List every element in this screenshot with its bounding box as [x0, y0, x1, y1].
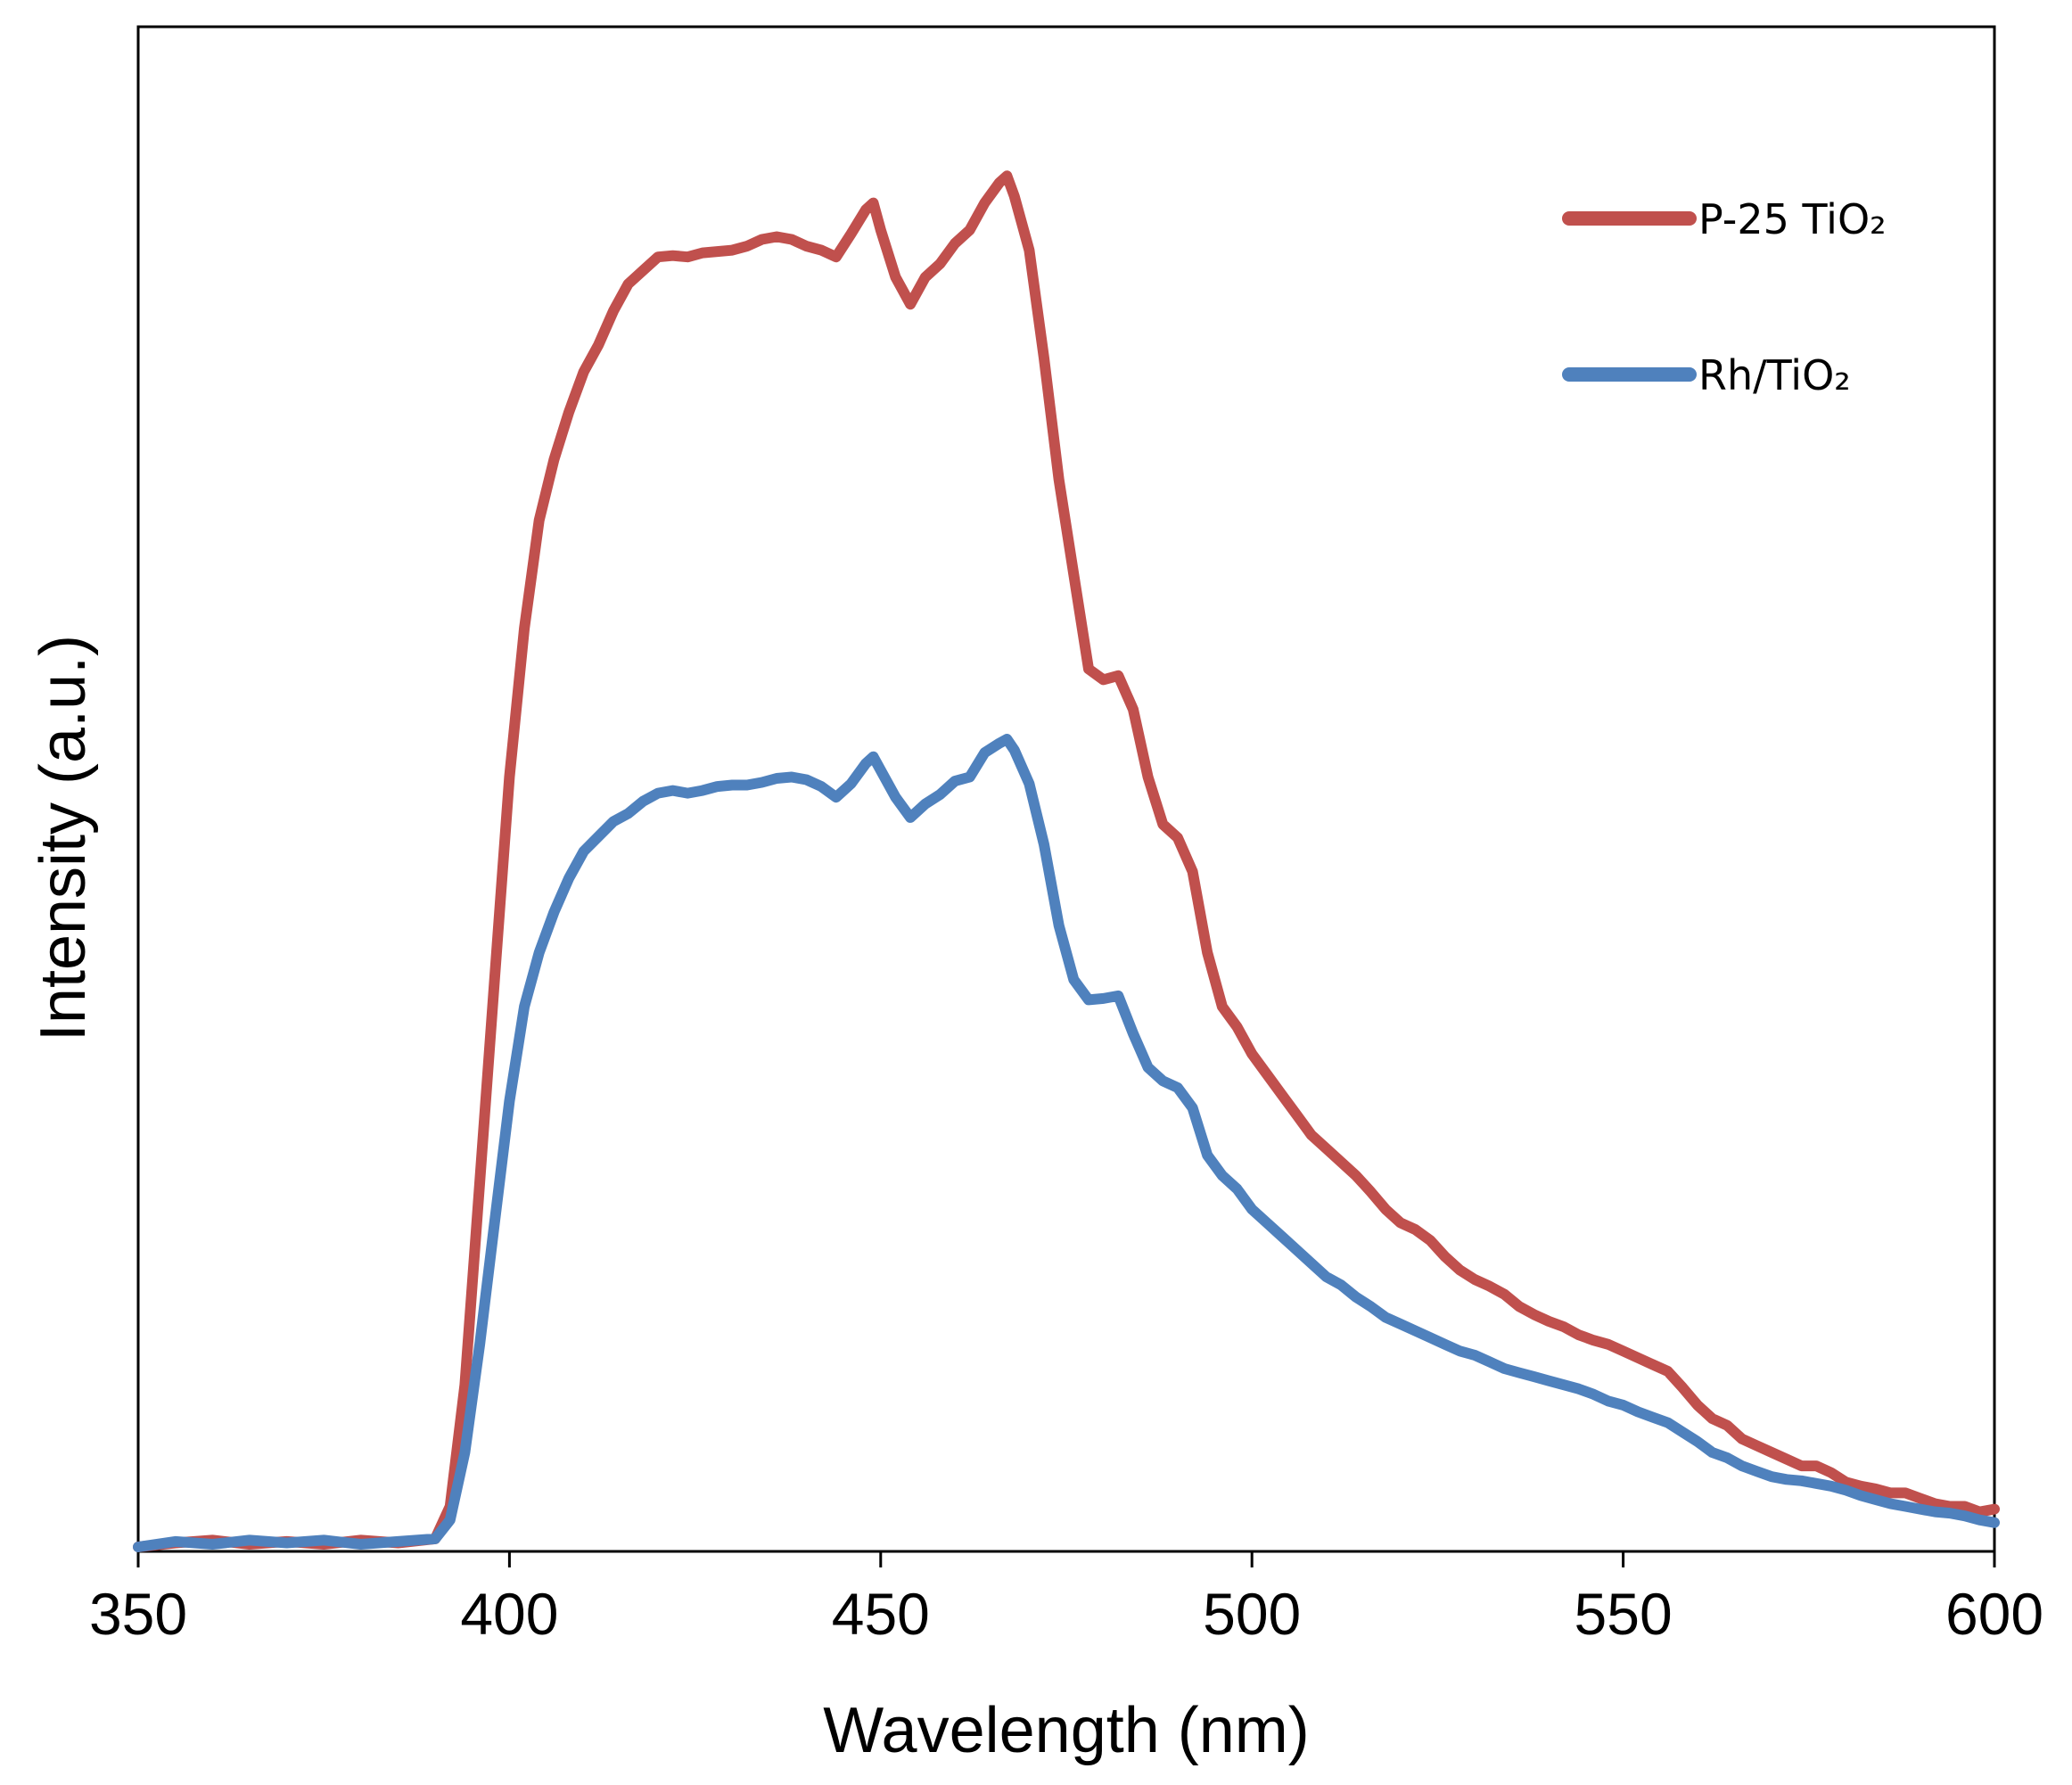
x-tick-label: 450	[832, 1581, 930, 1647]
x-tick-label: 600	[1945, 1581, 2043, 1647]
legend-label-rh: Rh/TiO₂	[1698, 351, 1851, 399]
series-line-p25-tio2	[133, 170, 2000, 1552]
series-line-rh-tio2	[133, 734, 2000, 1552]
series-layer	[133, 170, 2000, 1552]
x-ticks: 350 400 450 500 550 600	[89, 1551, 2043, 1647]
x-tick-label: 400	[460, 1581, 558, 1647]
x-tick-label: 350	[89, 1581, 187, 1647]
x-axis-title: Wavelength (nm)	[823, 1695, 1310, 1766]
legend-label-p25: P-25 TiO₂	[1698, 195, 1887, 243]
x-tick-label: 550	[1575, 1581, 1673, 1647]
x-tick-label: 500	[1203, 1581, 1301, 1647]
plot-frame	[136, 25, 1996, 1553]
y-axis-title: Intensity (a.u.)	[28, 635, 99, 1041]
legend: P-25 TiO₂ Rh/TiO₂	[1562, 195, 1887, 399]
